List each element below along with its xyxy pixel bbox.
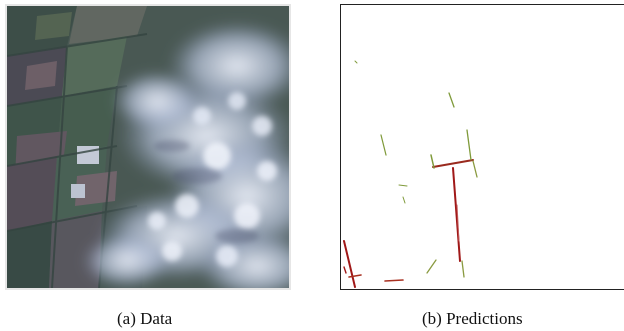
satellite-image-panel [5, 4, 291, 290]
prediction-line [456, 204, 460, 242]
prediction-map-panel [340, 4, 624, 290]
prediction-line [348, 274, 362, 278]
prediction-line [448, 92, 455, 108]
prediction-line [426, 259, 437, 274]
prediction-line [343, 266, 347, 274]
prediction-line [430, 154, 435, 169]
prediction-line [461, 260, 465, 278]
caption-data: (a) Data [117, 309, 173, 328]
prediction-line [343, 240, 356, 288]
prediction-line [380, 134, 387, 156]
prediction-map [343, 60, 478, 288]
prediction-line [432, 159, 474, 168]
caption-predictions: (b) Predictions [422, 309, 523, 328]
prediction-line [472, 160, 478, 178]
prediction-line [384, 279, 404, 282]
prediction-line [354, 60, 358, 64]
prediction-line [398, 184, 408, 187]
prediction-line [402, 196, 406, 204]
satellite-image [7, 6, 289, 288]
prediction-line [466, 129, 472, 161]
prediction-line [452, 167, 461, 262]
